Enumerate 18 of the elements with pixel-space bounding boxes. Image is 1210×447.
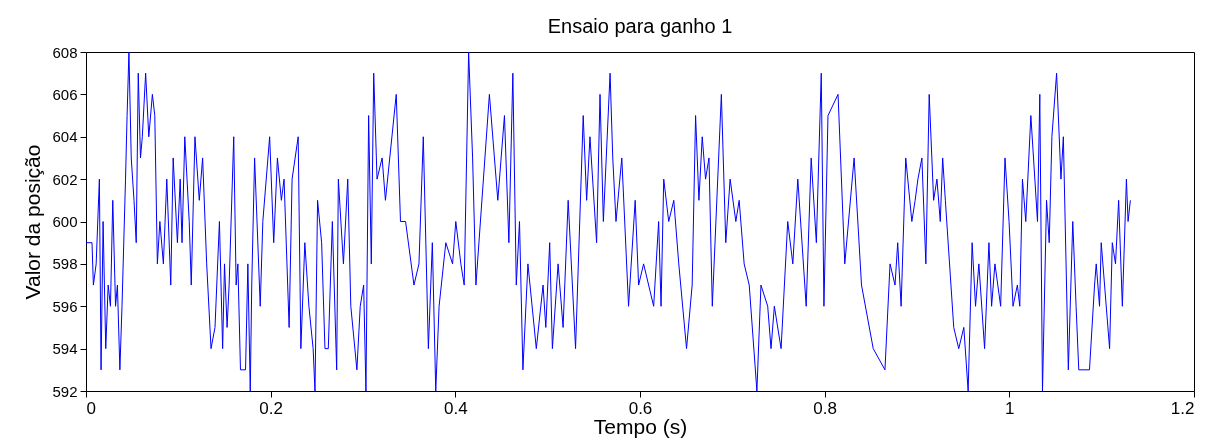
x-tick-label: 1.2 (1170, 398, 1195, 418)
y-tick-label: 602 (52, 170, 78, 188)
y-tick-label: 592 (52, 382, 78, 400)
y-tick-label: 600 (52, 213, 78, 230)
line-series (85, 51, 1131, 392)
chart-title: Ensaio para ganho 1 (547, 15, 733, 37)
y-tick-label: 608 (52, 43, 78, 61)
x-tick-label: 0.4 (444, 398, 468, 418)
y-tick-label: 594 (52, 340, 78, 358)
y-tick-label: 606 (52, 85, 78, 103)
x-tick-label: 0.2 (259, 398, 283, 418)
y-tick-label: 596 (52, 297, 78, 315)
x-tick-label: 0.8 (813, 398, 837, 418)
x-tick-label: 1 (1005, 398, 1015, 418)
y-tick-label: 598 (52, 255, 78, 273)
x-tick-label: 0 (86, 398, 96, 418)
y-tick-label: 604 (52, 128, 78, 146)
y-axis-title: Valor da posição (21, 144, 45, 300)
